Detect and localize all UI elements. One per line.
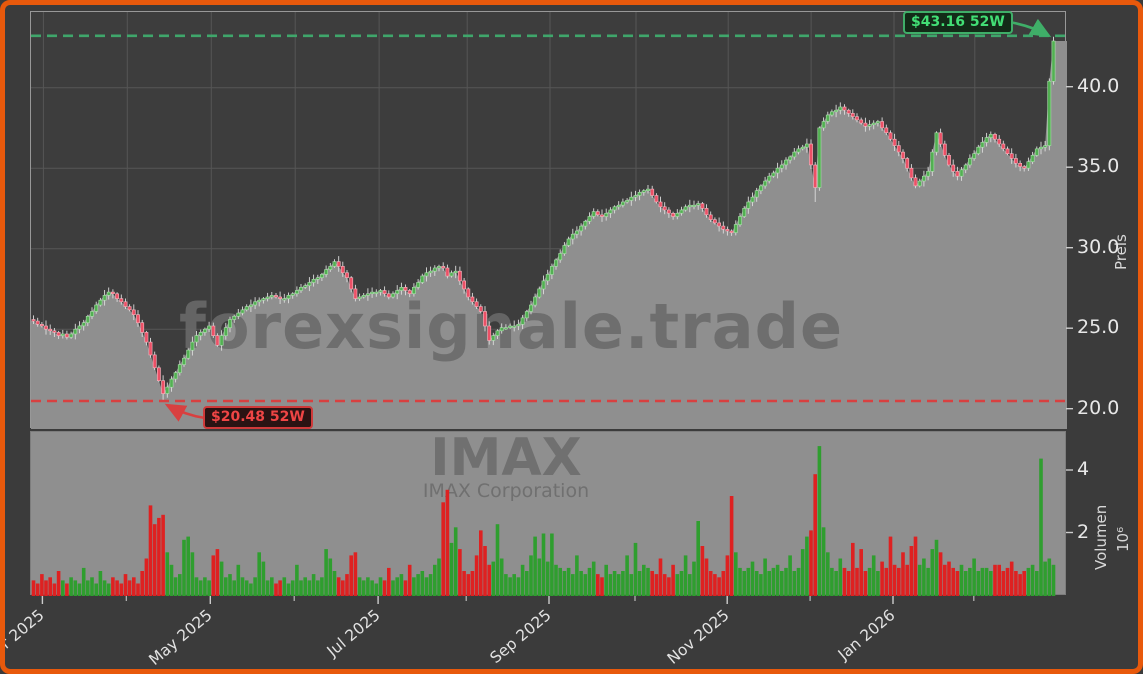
volume-axis-multiplier: 10⁶ <box>1114 526 1132 552</box>
price-tick-label: 30.0 <box>1077 235 1120 258</box>
volume-tick-label: 2 <box>1077 520 1090 543</box>
volume-axis-title: Volumen <box>1092 504 1110 570</box>
volume-panel: IMAX IMAX Corporation <box>30 431 1066 596</box>
high-52w-label: $43.16 52W <box>903 11 1013 34</box>
price-tick-label: 20.0 <box>1077 396 1120 419</box>
x-tick-label: Jul 2025 <box>323 606 384 661</box>
x-tick-label: Jan 2026 <box>834 606 899 664</box>
x-tick-label: Mar 2025 <box>0 606 49 668</box>
price-tick-label: 25.0 <box>1077 316 1120 339</box>
x-tick-label: Sep 2025 <box>486 606 555 668</box>
candlestick-series <box>31 36 1056 402</box>
price-grid-and-area <box>31 12 1067 429</box>
x-tick-label: Nov 2025 <box>664 606 733 668</box>
price-panel: forexsignale.trade <box>30 11 1067 429</box>
volume-series <box>31 446 1056 596</box>
price-tick-label: 35.0 <box>1077 155 1120 178</box>
price-tick-label: 40.0 <box>1077 74 1120 97</box>
x-tick-label: May 2025 <box>145 606 216 669</box>
low-52w-label: $20.48 52W <box>203 406 313 429</box>
price-axis-title: Preis <box>1112 234 1130 270</box>
volume-tick-label: 4 <box>1077 458 1090 481</box>
